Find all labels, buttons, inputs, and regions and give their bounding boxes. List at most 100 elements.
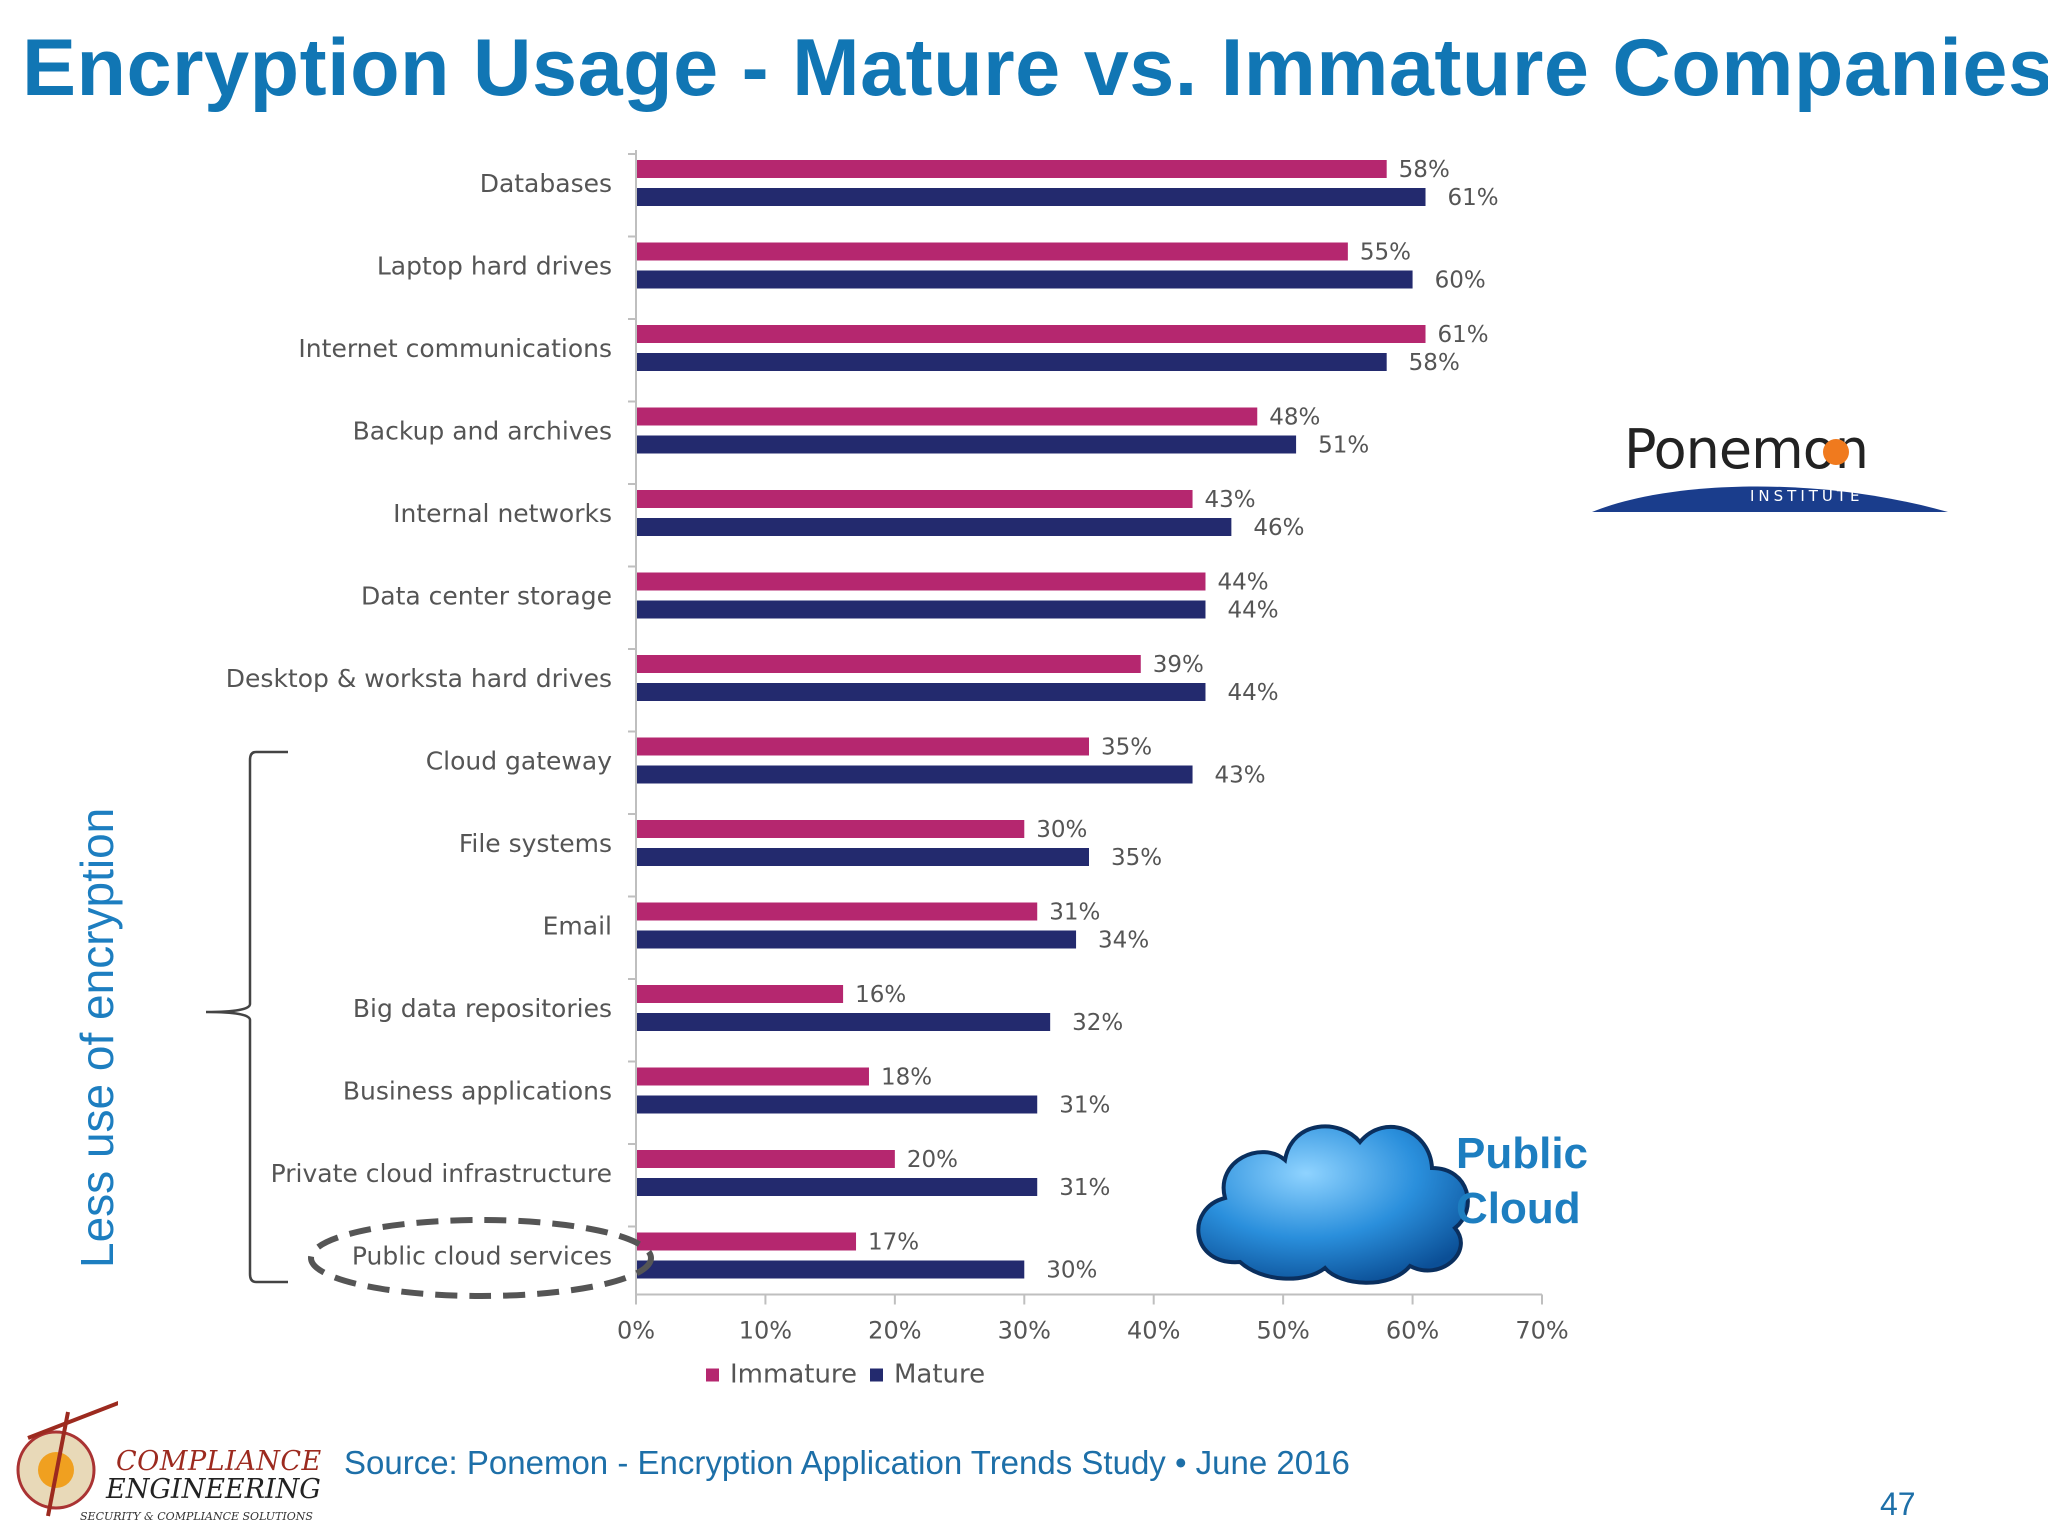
category-label: Internal networks [393, 499, 612, 528]
bar-value-label: 31% [1059, 1093, 1110, 1119]
bar-value-label: 39% [1153, 652, 1204, 678]
bar-value-label: 31% [1049, 900, 1100, 926]
bar-immature [636, 407, 1258, 426]
labels-layer: Databases 58%61%Laptop hard drives 55%60%I… [226, 157, 1499, 1284]
public-cloud-label-line2: Cloud [1456, 1184, 1581, 1233]
bar-value-label: 58% [1399, 157, 1450, 183]
bar-immature [636, 160, 1387, 178]
category-label: Big data repositories [353, 994, 612, 1023]
bar-value-label: 51% [1318, 433, 1369, 459]
ponemon-logo: Ponemon INSTITUTE [1590, 418, 1950, 518]
bar-mature [636, 518, 1232, 536]
x-tick-label: 50% [1256, 1317, 1309, 1345]
bar-immature [636, 820, 1025, 838]
bar-value-label: 18% [881, 1065, 932, 1091]
x-tick-label: 60% [1386, 1317, 1439, 1345]
x-tick-label: 0% [617, 1317, 655, 1345]
bar-immature [636, 325, 1426, 343]
bar-value-label: 35% [1101, 735, 1152, 761]
legend-label-mature: Mature [894, 1360, 985, 1390]
category-label: Backup and archives [353, 417, 612, 446]
bar-value-label: 44% [1227, 680, 1278, 706]
bar-value-label: 17% [868, 1230, 919, 1256]
category-label: Laptop hard drives [377, 252, 612, 281]
page-number: 47 [1880, 1486, 1916, 1522]
category-label: Public cloud services [352, 1242, 612, 1271]
compliance-engineering-logo: COMPLIANCE ENGINEERING SECURITY & COMPLI… [8, 1398, 321, 1528]
bar-value-label: 20% [907, 1147, 958, 1173]
category-label: Internet communications [298, 334, 612, 363]
bar-mature [636, 353, 1387, 371]
axis-layer: 0% 10% 20% 30% 40% 50% 60% 70% [617, 150, 1569, 1345]
bar-mature [636, 600, 1206, 619]
bar-value-label: 30% [1036, 817, 1087, 843]
category-label: Databases [480, 169, 612, 198]
bar-value-label: 16% [855, 982, 906, 1008]
bar-immature [636, 1232, 857, 1251]
slide-title: Encryption Usage - Mature vs. Immature C… [22, 23, 2048, 113]
bar-value-label: 61% [1438, 322, 1489, 348]
x-tick-label: 70% [1515, 1317, 1568, 1345]
category-label: Desktop & worksta hard drives [226, 664, 612, 693]
bar-value-label: 55% [1360, 240, 1411, 266]
x-tick-label: 10% [739, 1317, 792, 1345]
legend-layer: Immature Mature [706, 1360, 985, 1390]
bar-mature [636, 1013, 1051, 1031]
public-cloud-label: Public Cloud [1456, 1126, 1588, 1236]
bar-mature [636, 1178, 1038, 1196]
bar-value-label: 35% [1111, 845, 1162, 871]
bar-value-label: 43% [1215, 763, 1266, 789]
bar-mature [636, 848, 1089, 866]
bar-value-label: 44% [1217, 570, 1268, 596]
legend-swatch-mature [870, 1368, 883, 1382]
ce-logo-line1: COMPLIANCE [116, 1446, 322, 1477]
category-label: File systems [459, 829, 612, 858]
bar-immature [636, 1067, 869, 1086]
bar-mature [636, 435, 1297, 454]
bar-immature [636, 242, 1348, 261]
bar-mature [636, 683, 1206, 701]
ponemon-swoosh-icon: INSTITUTE [1592, 439, 1948, 512]
bar-mature [636, 1260, 1025, 1279]
bar-value-label: 60% [1435, 268, 1486, 294]
bar-value-label: 48% [1269, 405, 1320, 431]
x-tick-label: 30% [998, 1317, 1051, 1345]
category-label: Email [543, 912, 612, 941]
bar-value-label: 43% [1205, 487, 1256, 513]
bar-mature [636, 270, 1413, 289]
side-note-less-encryption: Less use of encryption [71, 807, 123, 1268]
ce-logo-line2: ENGINEERING [106, 1474, 321, 1505]
ce-logo-tagline: SECURITY & COMPLIANCE SOLUTIONS [80, 1510, 313, 1523]
bar-immature [636, 985, 844, 1003]
cloud-icon [1196, 1124, 1470, 1285]
bar-value-label: 34% [1098, 928, 1149, 954]
bar-value-label: 30% [1046, 1258, 1097, 1284]
bar-immature [636, 902, 1038, 921]
legend-swatch-immature [706, 1368, 719, 1382]
bar-immature [636, 655, 1141, 673]
bar-immature [636, 737, 1089, 756]
category-label: Business applications [343, 1077, 612, 1106]
bar-value-label: 58% [1409, 350, 1460, 376]
x-tick-label: 20% [868, 1317, 921, 1345]
bar-mature [636, 930, 1077, 949]
bar-immature [636, 490, 1193, 508]
category-label: Private cloud infrastructure [271, 1159, 612, 1188]
source-citation: Source: Ponemon - Encryption Application… [344, 1444, 1350, 1481]
category-label: Data center storage [361, 582, 612, 611]
bar-immature [636, 1150, 895, 1168]
bar-immature [636, 572, 1206, 591]
bar-value-label: 32% [1072, 1010, 1123, 1036]
legend-label-immature: Immature [730, 1360, 857, 1390]
category-label: Cloud gateway [426, 747, 612, 776]
bar-mature [636, 1095, 1038, 1114]
grouping-bracket [205, 750, 288, 1284]
ponemon-logo-sub: INSTITUTE [1750, 487, 1864, 505]
ce-emblem-icon [16, 1400, 118, 1517]
x-tick-label: 40% [1127, 1317, 1180, 1345]
bar-value-label: 46% [1253, 515, 1304, 541]
bar-mature [636, 765, 1193, 784]
bar-value-label: 44% [1227, 598, 1278, 624]
highlight-ellipse [308, 1217, 654, 1299]
